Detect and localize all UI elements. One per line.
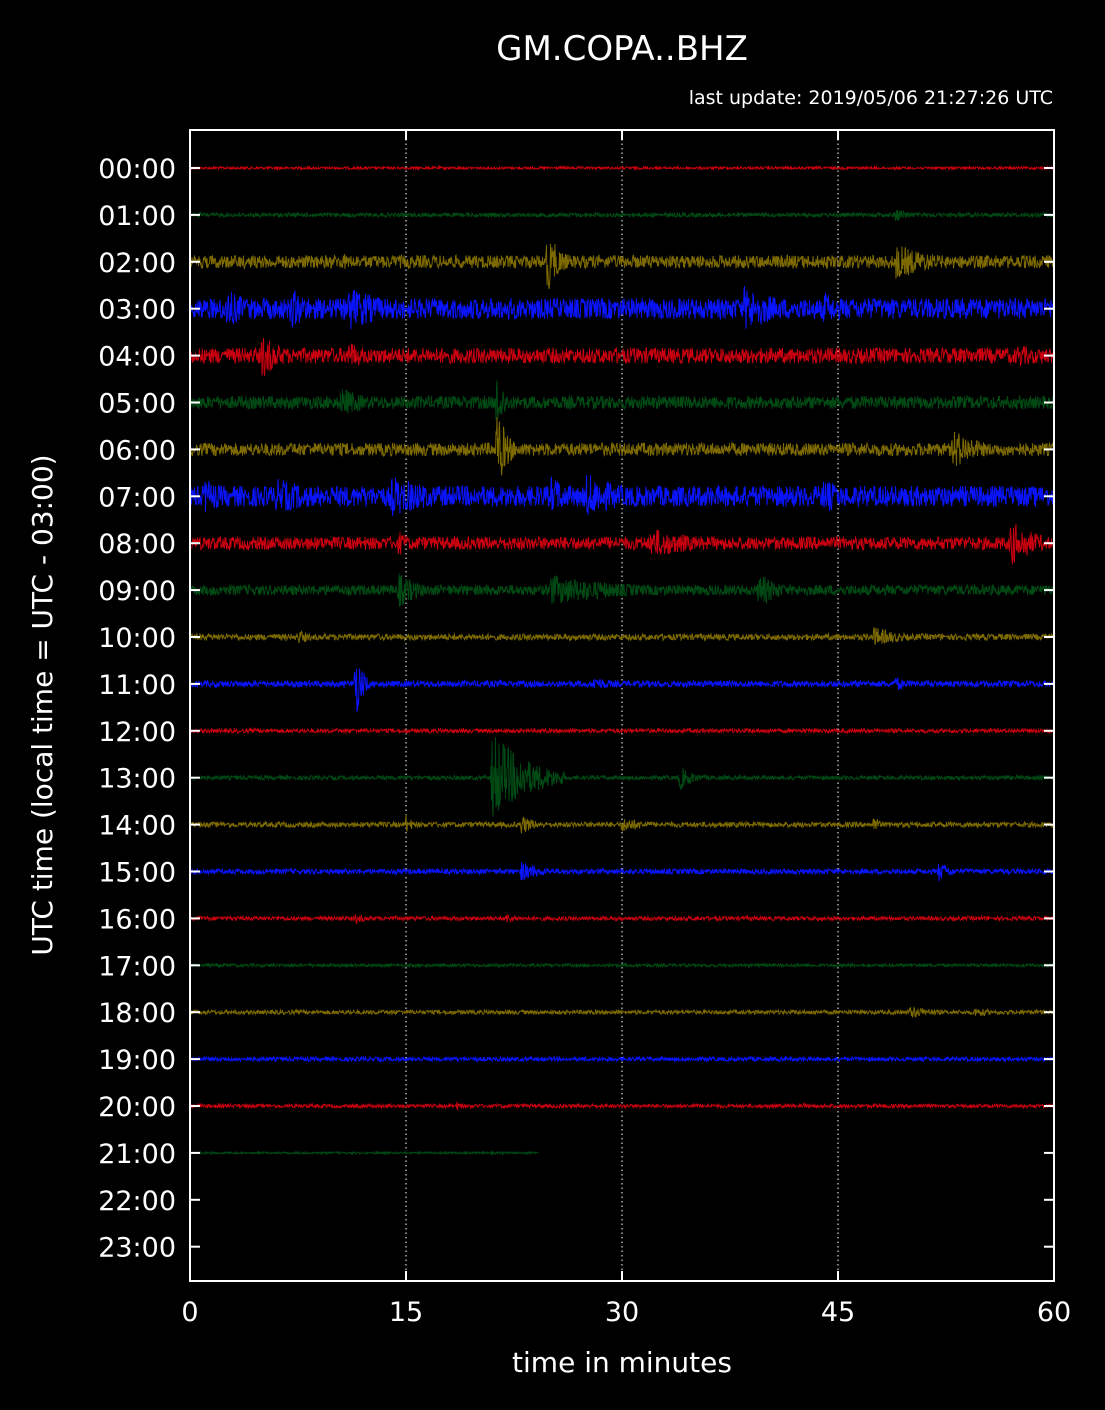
y-axis-label: UTC time (local time = UTC - 03:00) — [26, 454, 59, 955]
y-tick-label: 01:00 — [98, 201, 176, 232]
trace-1600 — [189, 914, 1055, 926]
y-tick-label: 00:00 — [98, 154, 176, 185]
trace-1900 — [189, 1055, 1055, 1064]
y-tick-label: 15:00 — [98, 858, 176, 889]
trace-1200 — [189, 726, 1055, 735]
trace-0100 — [189, 209, 1055, 221]
axis-ticks: 0 15 30 45 60 00:00 01:00 02:00 03:00 04:00 05:00 0… — [98, 130, 1071, 1328]
y-tick-label: 13:00 — [98, 764, 176, 795]
x-axis-label: time in minutes — [512, 1346, 732, 1379]
x-tick-label: 0 — [181, 1297, 198, 1328]
y-tick-label: 05:00 — [98, 389, 176, 420]
x-tick-label: 60 — [1037, 1297, 1071, 1328]
trace-2000 — [189, 1101, 1055, 1111]
trace-1700 — [189, 961, 1055, 969]
y-tick-label: 08:00 — [98, 529, 176, 560]
trace-1500 — [189, 862, 1055, 882]
y-tick-label: 17:00 — [98, 951, 176, 982]
x-tick-label: 15 — [389, 1297, 423, 1328]
y-tick-label: 12:00 — [98, 717, 176, 748]
y-tick-label: 11:00 — [98, 670, 176, 701]
y-tick-label: 22:00 — [98, 1186, 176, 1217]
trace-0900 — [189, 573, 1055, 607]
y-tick-label: 18:00 — [98, 998, 176, 1029]
x-tick-label: 45 — [821, 1297, 855, 1328]
trace-2100 — [189, 1149, 539, 1156]
y-tick-label: 23:00 — [98, 1233, 176, 1264]
y-tick-label: 21:00 — [98, 1139, 176, 1170]
y-tick-label: 04:00 — [98, 342, 176, 373]
trace-0800 — [189, 523, 1055, 565]
trace-1400 — [189, 814, 1055, 834]
y-tick-label: 20:00 — [98, 1092, 176, 1123]
plot-frame — [189, 129, 1055, 1282]
trace-0500 — [189, 380, 1055, 420]
chart-title: GM.COPA..BHZ — [496, 29, 748, 69]
trace-0200 — [189, 243, 1055, 290]
trace-0600 — [189, 417, 1055, 476]
trace-1100 — [189, 668, 1055, 713]
y-tick-label: 07:00 — [98, 482, 176, 513]
trace-0300 — [189, 286, 1055, 330]
trace-1800 — [189, 1006, 1055, 1018]
y-tick-label: 14:00 — [98, 811, 176, 842]
y-tick-label: 10:00 — [98, 623, 176, 654]
y-tick-label: 03:00 — [98, 295, 176, 326]
y-tick-label: 06:00 — [98, 435, 176, 466]
vertical-gridlines — [405, 130, 839, 1281]
y-tick-label: 16:00 — [98, 904, 176, 935]
x-tick-label: 30 — [605, 1297, 639, 1328]
trace-group — [189, 164, 1055, 1156]
y-tick-label: 19:00 — [98, 1045, 176, 1076]
y-tick-label: 02:00 — [98, 248, 176, 279]
chart-subtitle: last update: 2019/05/06 21:27:26 UTC — [689, 87, 1053, 109]
trace-1000 — [189, 627, 1055, 645]
trace-0400 — [189, 337, 1055, 377]
trace-0700 — [189, 474, 1055, 517]
y-tick-label: 09:00 — [98, 576, 176, 607]
trace-1300 — [189, 737, 1055, 817]
trace-0000 — [189, 164, 1055, 172]
